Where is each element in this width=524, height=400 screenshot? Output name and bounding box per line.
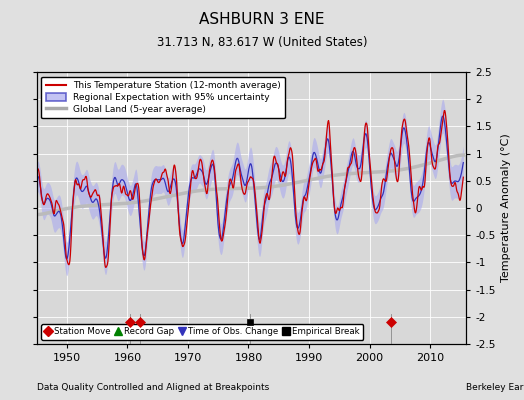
Legend: Station Move, Record Gap, Time of Obs. Change, Empirical Break: Station Move, Record Gap, Time of Obs. C… [41,324,363,340]
Text: Data Quality Controlled and Aligned at Breakpoints: Data Quality Controlled and Aligned at B… [37,383,269,392]
Text: Berkeley Earth: Berkeley Earth [466,383,524,392]
Y-axis label: Temperature Anomaly (°C): Temperature Anomaly (°C) [501,134,511,282]
Text: ASHBURN 3 ENE: ASHBURN 3 ENE [199,12,325,27]
Text: 31.713 N, 83.617 W (United States): 31.713 N, 83.617 W (United States) [157,36,367,49]
